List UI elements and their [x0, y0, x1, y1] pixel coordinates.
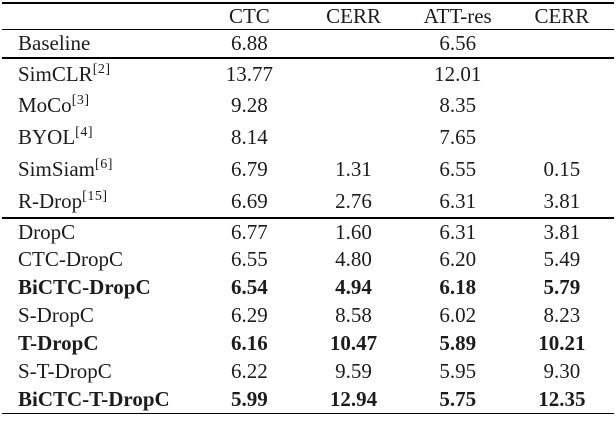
citation-superscript: [15]	[82, 188, 108, 204]
value-cell	[509, 56, 614, 90]
value-cell: 6.88	[231, 30, 268, 55]
row-label: BiCTC-DropC	[18, 275, 151, 299]
value-cell: 1.60	[301, 216, 406, 246]
table-row: DropC 6.77 1.60 6.31 3.81	[2, 216, 614, 246]
value-cell: 6.31	[439, 188, 477, 213]
row-label: S-T-DropC	[18, 359, 112, 383]
citation-superscript: [3]	[71, 93, 90, 108]
table-row: BYOL[4] 8.14 7.65	[2, 122, 614, 154]
value-cell: 6.22	[231, 359, 268, 383]
col-header-att-res: ATT-res	[405, 3, 510, 30]
value-cell: 4.94	[335, 275, 372, 299]
value-cell: 2.76	[335, 188, 372, 213]
value-cell: 5.95	[439, 359, 477, 383]
row-label: SimCLR[2]	[2, 56, 198, 90]
value-cell: 13.77	[197, 56, 302, 90]
value-cell: 8.58	[335, 303, 372, 327]
row-label: T-DropC	[18, 331, 99, 355]
results-table-body: Baseline 6.88 6.56 SimCLR[2] 13.77 12.01 MoCo[…	[2, 30, 614, 414]
value-cell: 12.01	[405, 56, 510, 90]
col-header-cerr-1: CERR	[301, 3, 406, 30]
row-label: DropC	[2, 216, 198, 246]
value-cell: 6.55	[439, 157, 477, 181]
table-row: MoCo[3] 9.28 8.35	[2, 90, 614, 122]
citation-superscript: [6]	[95, 157, 113, 172]
value-cell: 8.14	[231, 125, 268, 149]
table-row: BiCTC-DropC 6.54 4.94 6.18 5.79	[2, 274, 614, 302]
value-cell: 6.18	[439, 275, 477, 299]
value-cell: 5.89	[439, 331, 477, 355]
value-cell	[301, 30, 405, 58]
value-cell: 5.99	[231, 386, 268, 411]
value-cell: 6.79	[231, 157, 268, 181]
value-cell: 6.31	[405, 216, 510, 246]
table-row: SimSiam[6] 6.79 1.31 6.55 0.15	[2, 154, 614, 186]
value-cell	[301, 90, 405, 122]
value-cell: 3.81	[509, 216, 614, 246]
table-row: S-T-DropC 6.22 9.59 5.95 9.30	[2, 358, 614, 386]
col-header-ctc: CTC	[197, 3, 302, 30]
citation-superscript: [2]	[92, 61, 111, 77]
value-cell: 5.79	[543, 275, 581, 299]
value-cell: 4.80	[335, 247, 372, 271]
value-cell: 10.47	[329, 331, 378, 355]
value-cell: 8.35	[439, 93, 477, 117]
table-row: CTC-DropC 6.55 4.80 6.20 5.49	[2, 246, 614, 274]
row-label: MoCo[3]	[18, 93, 90, 117]
value-cell: 5.49	[543, 247, 581, 271]
value-cell: 6.54	[231, 275, 268, 299]
value-cell: 5.75	[439, 386, 477, 411]
value-cell: 6.20	[439, 247, 477, 271]
table-row: R-Drop[15] 6.69 2.76 6.31 3.81	[2, 186, 614, 218]
value-cell: 6.55	[231, 247, 268, 271]
value-cell	[510, 30, 614, 58]
value-cell: 10.21	[538, 331, 586, 355]
value-cell: 9.28	[231, 93, 268, 117]
table-row: S-DropC 6.29 8.58 6.02 8.23	[2, 302, 614, 330]
table-row: T-DropC 6.16 10.47 5.89 10.21	[2, 330, 614, 358]
value-cell: 9.30	[543, 359, 581, 383]
row-label: S-DropC	[18, 303, 94, 327]
value-cell	[301, 56, 406, 90]
value-cell: 0.15	[543, 157, 581, 181]
value-cell	[510, 90, 614, 122]
table-row: BiCTC-T-DropC 5.99 12.94 5.75 12.35	[2, 386, 614, 414]
header-row: CTC CERR ATT-res CERR	[2, 3, 614, 30]
citation-superscript: [4]	[75, 125, 93, 140]
value-cell: 9.59	[335, 359, 372, 383]
value-cell: 12.35	[538, 386, 586, 411]
row-label: Baseline	[18, 30, 91, 55]
value-cell	[510, 122, 614, 154]
table-row: SimCLR[2] 13.77 12.01	[2, 56, 614, 90]
col-header-method	[2, 3, 198, 30]
results-table-container: CTC CERR ATT-res CERR Baseline 6.88 6.56 Si…	[2, 2, 614, 414]
value-cell: 6.69	[231, 188, 268, 213]
value-cell: 1.31	[335, 157, 372, 181]
value-cell: 6.77	[197, 216, 302, 246]
row-label: SimSiam[6]	[18, 157, 113, 181]
row-label: BiCTC-T-DropC	[18, 386, 170, 411]
row-label: R-Drop[15]	[18, 188, 108, 213]
col-header-cerr-2: CERR	[509, 3, 614, 30]
value-cell: 12.94	[329, 386, 378, 411]
value-cell: 6.02	[439, 303, 477, 327]
value-cell: 3.81	[543, 188, 581, 213]
value-cell: 6.56	[439, 30, 477, 55]
row-label: BYOL[4]	[18, 125, 93, 149]
value-cell: 6.29	[231, 303, 268, 327]
results-table: CTC CERR ATT-res CERR Baseline 6.88 6.56 Si…	[2, 2, 614, 414]
row-label: CTC-DropC	[18, 247, 123, 271]
value-cell	[301, 122, 405, 154]
table-row: Baseline 6.88 6.56	[2, 30, 614, 58]
value-cell: 7.65	[439, 125, 477, 149]
value-cell: 8.23	[543, 303, 581, 327]
value-cell: 6.16	[231, 331, 268, 355]
